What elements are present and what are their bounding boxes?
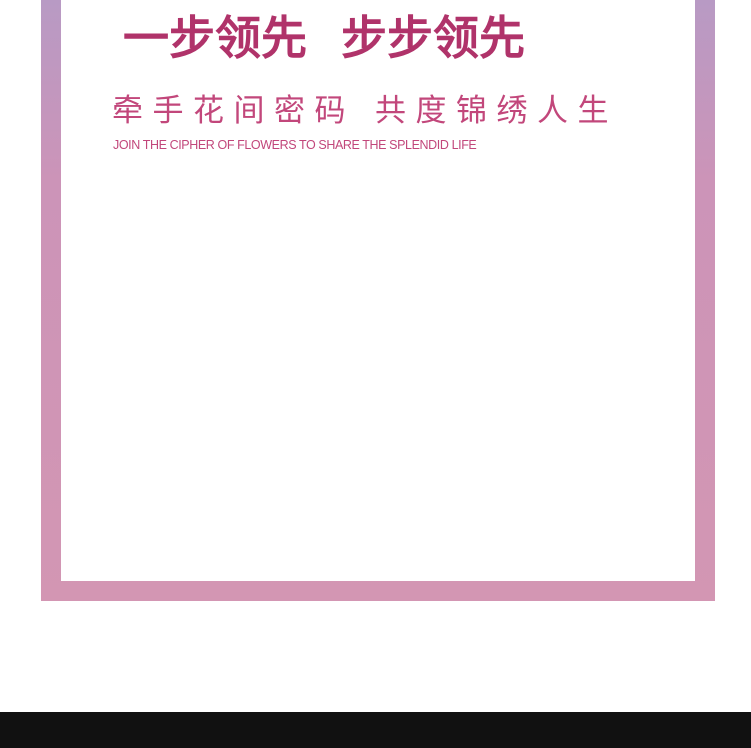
footer-bar [0, 712, 751, 748]
headline-part-1: 一步领先 [123, 11, 307, 65]
chinese-subtitle: 牵手花间密码 共度锦绣人生 [112, 92, 618, 130]
chinese-subtitle-part-2: 共度锦绣人生 [375, 93, 618, 129]
english-subtitle: JOIN THE CIPHER OF FLOWERS TO SHARE THE … [113, 138, 477, 152]
gradient-frame: 一步领先 步步领先 牵手花间密码 共度锦绣人生 JOIN THE CIPHER OF… [41, 0, 715, 601]
headline-part-2: 步步领先 [341, 11, 525, 65]
chinese-subtitle-part-1: 牵手花间密码 [112, 93, 355, 129]
content-panel: 一步领先 步步领先 牵手花间密码 共度锦绣人生 JOIN THE CIPHER OF… [61, 0, 695, 581]
headline: 一步领先 步步领先 [123, 10, 525, 66]
